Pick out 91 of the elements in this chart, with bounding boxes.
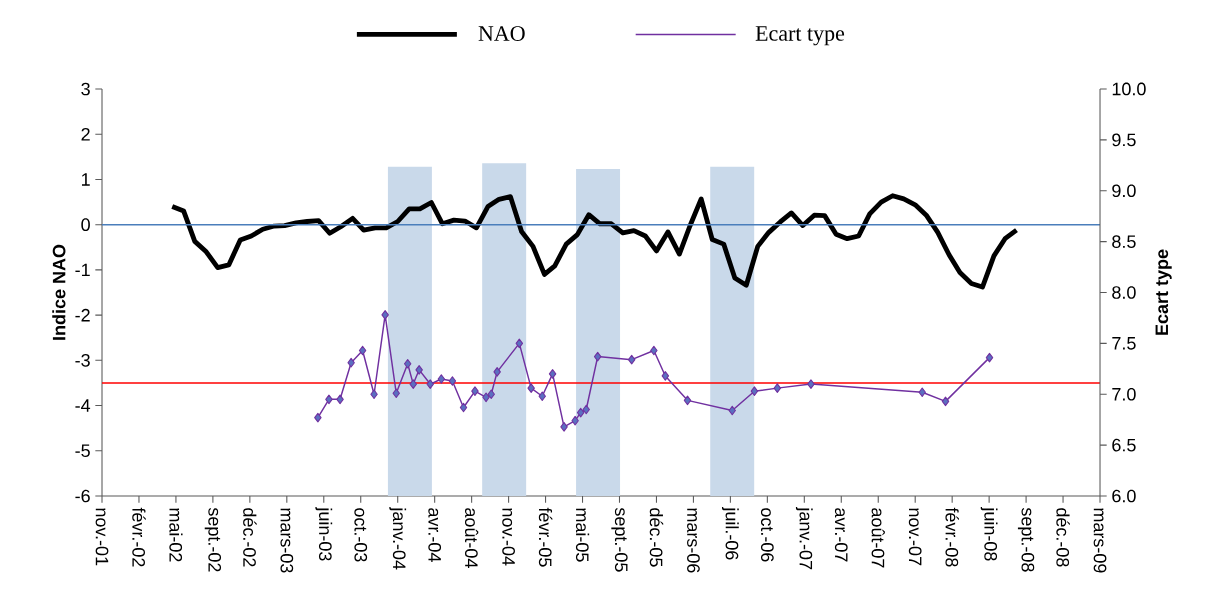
point — [347, 357, 355, 368]
point — [650, 345, 658, 356]
y-tick-label: -4 — [75, 399, 91, 412]
point — [807, 379, 815, 389]
point — [683, 395, 692, 406]
y-tick-label: -1 — [75, 263, 90, 277]
point — [582, 404, 590, 415]
point — [482, 392, 490, 403]
x-tick-label: mars-03 — [280, 508, 294, 573]
y2-tick-label: 9.5 — [1112, 133, 1136, 147]
point — [415, 365, 423, 375]
x-tick-label: févr.-05 — [538, 507, 553, 567]
point — [560, 422, 568, 432]
y2-tick-label: 6.0 — [1112, 489, 1136, 503]
x-tick-label: janv.-04 — [389, 506, 407, 570]
y-tick-label: 2 — [81, 127, 90, 141]
x-tick-label: juin-08 — [980, 506, 998, 561]
point — [448, 376, 457, 386]
x-tick-label: août-07 — [871, 508, 885, 568]
point — [392, 388, 400, 399]
point — [409, 379, 417, 389]
x-tick-label: mars-06 — [687, 508, 700, 573]
point — [941, 396, 950, 407]
line-series — [169, 193, 1019, 290]
x-tick-label: mai-02 — [169, 508, 183, 562]
point — [571, 415, 579, 426]
x-tick-label: janv.-07 — [795, 506, 813, 570]
point — [515, 338, 524, 349]
y2-tick-label: 10.0 — [1112, 82, 1146, 96]
point — [336, 394, 344, 405]
x-tick-label: déc.-02 — [243, 508, 257, 567]
x-tick-label: sept.-02 — [204, 507, 222, 572]
x-tick-label: déc.-05 — [649, 508, 664, 567]
legend-label: Ecart type — [755, 26, 845, 46]
x-tick-label: mars-09 — [1093, 508, 1107, 573]
x-tick-label: févr.-02 — [132, 507, 146, 567]
point — [358, 345, 367, 356]
x-tick-label: oct.-06 — [760, 508, 774, 562]
y-tick-label: -6 — [75, 489, 90, 503]
point — [918, 387, 926, 398]
y-tick-label: -5 — [75, 444, 90, 458]
point — [426, 379, 434, 389]
y-tick-label: 3 — [81, 82, 90, 96]
y2-tick-label: 7.5 — [1112, 337, 1136, 350]
x-tick-label: juil.-06 — [721, 506, 739, 560]
point — [381, 310, 389, 320]
point — [627, 354, 636, 365]
y2-axis-title: Ecart type — [1155, 249, 1172, 335]
point — [773, 383, 782, 393]
point — [728, 405, 736, 416]
x-tick-label: sept.-08 — [1017, 507, 1035, 572]
point — [750, 386, 759, 396]
y-tick-label: 0 — [81, 218, 90, 232]
y-tick-label: 1 — [82, 173, 90, 186]
x-tick-label: nov.-07 — [908, 508, 922, 566]
point — [370, 389, 378, 400]
x-tick-label: sept.-05 — [611, 507, 628, 572]
y2-tick-label: 7.0 — [1112, 387, 1136, 401]
y2-tick-label: 6.5 — [1112, 438, 1136, 452]
x-tick-label: mai-05 — [575, 508, 590, 562]
point — [471, 386, 479, 396]
x-tick-label: déc.-08 — [1056, 508, 1070, 567]
y-tick-label: -2 — [75, 308, 90, 322]
x-tick-label: avr.-04 — [428, 508, 442, 562]
point — [403, 358, 412, 369]
point — [985, 352, 994, 363]
y2-tick-label: 8.5 — [1112, 235, 1136, 248]
point — [538, 391, 546, 402]
x-tick-label: nov.-01 — [95, 508, 109, 566]
legend-label: NAO — [478, 26, 525, 41]
point — [593, 351, 602, 362]
y2-tick-label: 8.0 — [1112, 286, 1136, 299]
point — [437, 374, 446, 384]
point — [548, 369, 557, 379]
point — [314, 412, 322, 423]
x-tick-label: juin-03 — [315, 506, 333, 561]
point — [661, 371, 670, 381]
point — [576, 407, 585, 418]
y-tick-label: -3 — [75, 353, 90, 367]
point — [527, 383, 535, 393]
x-tick-label: févr.-08 — [945, 507, 959, 567]
x-tick-label: août-04 — [465, 508, 479, 568]
point — [325, 394, 333, 405]
x-tick-label: nov.-04 — [502, 508, 515, 566]
x-tick-label: avr.-07 — [834, 508, 848, 562]
y2-tick-label: 9.0 — [1112, 184, 1136, 198]
x-tick-label: oct.-03 — [354, 508, 368, 562]
y-axis-title: Indice NAO — [52, 244, 66, 340]
point — [459, 402, 468, 413]
point — [487, 389, 495, 400]
point — [493, 367, 501, 377]
